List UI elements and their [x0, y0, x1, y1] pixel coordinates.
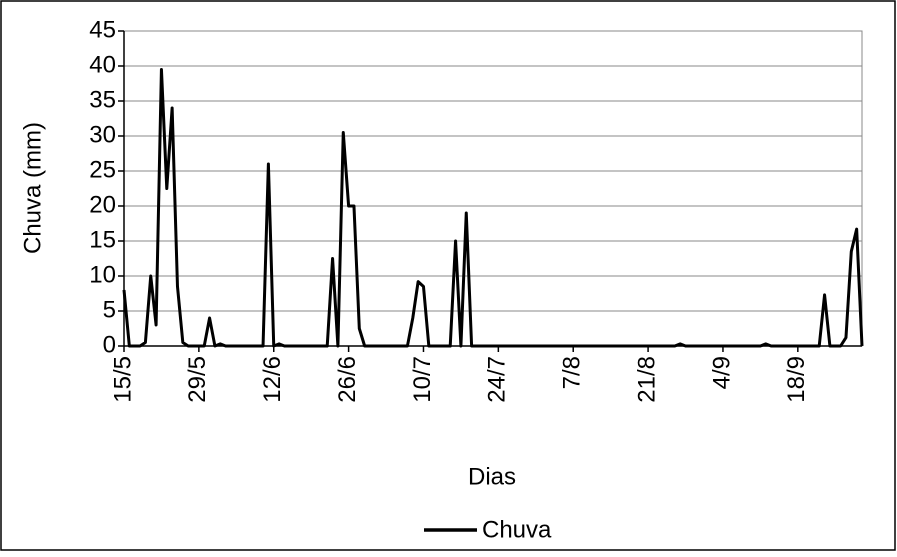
x-axis-title: Dias: [468, 463, 516, 490]
plot-area: [123, 30, 863, 347]
y-tick-label: 15: [89, 226, 116, 253]
y-tick-label: 35: [89, 86, 116, 113]
y-tick-label: 45: [89, 16, 116, 43]
y-axis-title: Chuva (mm): [19, 122, 46, 254]
y-tick-label: 0: [103, 331, 116, 358]
x-tick-label: 4/9: [708, 356, 735, 389]
x-tick-label: 10/7: [409, 356, 436, 403]
x-tick-label: 18/9: [783, 356, 810, 403]
x-tick-label: 26/6: [334, 356, 361, 403]
y-tick-label: 5: [103, 296, 116, 323]
x-tick-label: 24/7: [484, 356, 511, 403]
x-tick-label: 15/5: [109, 356, 136, 403]
y-tick-label: 20: [89, 191, 116, 218]
y-tick-label: 40: [89, 51, 116, 78]
legend-label: Chuva: [482, 516, 552, 543]
data-line: [122, 68, 864, 348]
x-tick-label: 7/8: [559, 356, 586, 389]
y-tick-label: 30: [89, 121, 116, 148]
x-tick-label: 21/8: [633, 356, 660, 403]
x-tick-label: 12/6: [259, 356, 286, 403]
y-tick-label: 10: [89, 261, 116, 288]
y-tick-label: 25: [89, 156, 116, 183]
x-tick-label: 29/5: [184, 356, 211, 403]
